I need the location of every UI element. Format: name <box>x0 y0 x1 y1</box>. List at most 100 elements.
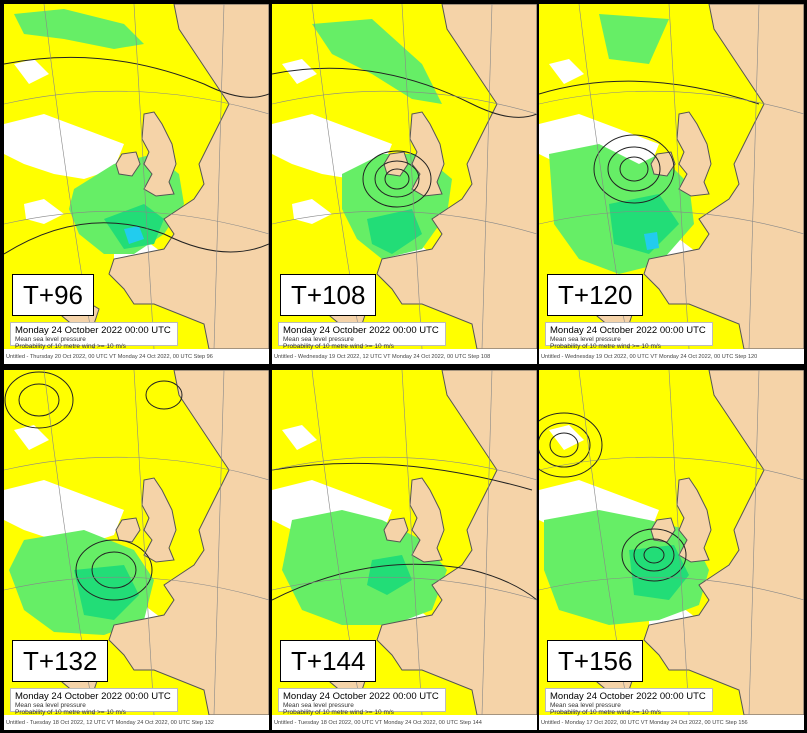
graticule-line <box>539 210 804 235</box>
graticule-line <box>272 210 537 235</box>
run-info-footer: Untitled - Wednesday 19 Oct 2022, 12 UTC… <box>274 354 491 360</box>
graticule-line <box>539 456 804 481</box>
run-info-footer: Untitled - Monday 17 Oct 2022, 00 UTC VT… <box>541 720 748 726</box>
wind-probability-area <box>282 510 447 625</box>
land-region <box>409 477 445 563</box>
forecast-panel-6[interactable]: T+156 Monday 24 October 2022 00:00 UTC M… <box>539 370 804 730</box>
land-region <box>676 111 712 197</box>
layer-mslp: Mean sea level pressure <box>15 336 86 343</box>
isobar-ring <box>633 538 675 572</box>
graticule-line <box>748 370 760 715</box>
graticule <box>272 4 537 349</box>
land-region <box>115 151 141 177</box>
forecast-panel-3[interactable]: T+120 Monday 24 October 2022 00:00 UTC M… <box>539 4 804 364</box>
layer-mslp: Mean sea level pressure <box>283 336 354 343</box>
isobar-ring <box>621 528 687 582</box>
isobar-line <box>272 67 537 118</box>
low-probability-area <box>549 59 584 84</box>
wind-probability-area <box>14 9 144 49</box>
valid-date: Monday 24 October 2022 00:00 UTC <box>283 325 439 336</box>
forecast-step-text: T+120 <box>558 280 633 310</box>
isobars <box>539 412 687 582</box>
isobar-ring <box>607 146 661 192</box>
isobars <box>539 80 760 204</box>
low-probability-area <box>4 114 124 179</box>
graticule-line <box>133 4 155 349</box>
land-region <box>383 517 409 543</box>
graticule-line <box>4 210 269 235</box>
isobar-ring <box>539 422 591 468</box>
forecast-panel-4[interactable]: T+132 Monday 24 October 2022 00:00 UTC M… <box>4 370 269 730</box>
graticule-line <box>481 4 493 349</box>
forecast-panel-1[interactable]: T+96 Monday 24 October 2022 00:00 UTC Me… <box>4 4 269 364</box>
wind-probability-areas <box>282 510 447 625</box>
graticule-line <box>272 576 537 601</box>
run-info-footer: Untitled - Tuesday 18 Oct 2022, 00 UTC V… <box>274 720 482 726</box>
wind-probability-area <box>599 14 669 64</box>
isobar-line <box>539 80 760 105</box>
graticule-line <box>539 90 804 115</box>
land-region <box>141 477 177 563</box>
graticule-line <box>272 90 537 115</box>
layer-wind-prob: Probability of 10 metre wind >= 10 m/s <box>283 343 394 350</box>
wind-probability-areas <box>549 14 694 274</box>
isobar-ring <box>539 412 603 478</box>
run-info-footer: Untitled - Thursday 20 Oct 2022, 00 UTC … <box>6 354 213 360</box>
wind-probability-areas <box>9 530 154 635</box>
isobar-ring <box>619 156 649 182</box>
isobars <box>272 67 537 208</box>
land-region <box>676 477 712 563</box>
isobar-ring <box>549 432 579 458</box>
valid-date: Monday 24 October 2022 00:00 UTC <box>550 691 706 702</box>
forecast-panel-2[interactable]: T+108 Monday 24 October 2022 00:00 UTC M… <box>272 4 537 364</box>
land-region <box>141 111 177 197</box>
isobar-ring <box>18 383 60 417</box>
isobars <box>272 462 537 601</box>
run-info-footer: Untitled - Wednesday 19 Oct 2022, 00 UTC… <box>541 354 758 360</box>
forecast-step-label: T+156 <box>547 640 644 682</box>
isobar-line <box>272 563 537 601</box>
isobar-ring <box>145 380 183 410</box>
isobar-ring <box>4 371 74 429</box>
forecast-map <box>4 4 269 349</box>
valid-date: Monday 24 October 2022 00:00 UTC <box>15 691 171 702</box>
graticule-line <box>748 4 760 349</box>
low-probability-area <box>14 425 49 450</box>
forecast-step-label: T+120 <box>547 274 644 316</box>
low-probability-area <box>282 425 317 450</box>
valid-date: Monday 24 October 2022 00:00 UTC <box>283 691 439 702</box>
graticule-line <box>668 4 690 349</box>
graticule-line <box>401 370 423 715</box>
layer-wind-prob: Probability of 10 metre wind >= 10 m/s <box>283 709 394 716</box>
forecast-panel-5[interactable]: T+144 Monday 24 October 2022 00:00 UTC M… <box>272 370 537 730</box>
graticule-line <box>539 576 804 601</box>
isobar-ring <box>384 168 410 190</box>
forecast-step-text: T+132 <box>23 646 98 676</box>
low-probability-area <box>4 480 124 545</box>
isobar-ring <box>362 150 432 208</box>
forecast-step-label: T+144 <box>280 640 377 682</box>
land-region <box>409 111 445 197</box>
layer-mslp: Mean sea level pressure <box>550 702 621 709</box>
forecast-step-label: T+96 <box>12 274 94 316</box>
graticule-line <box>4 90 269 115</box>
isobars <box>4 56 269 255</box>
graticule-line <box>272 456 537 481</box>
map-legend-box: Monday 24 October 2022 00:00 UTC Mean se… <box>545 322 713 350</box>
forecast-step-label: T+108 <box>280 274 377 316</box>
wind-probability-area <box>609 194 679 254</box>
valid-date: Monday 24 October 2022 00:00 UTC <box>550 325 706 336</box>
layer-mslp: Mean sea level pressure <box>15 702 86 709</box>
isobars <box>4 371 183 601</box>
wind-probability-area <box>124 226 144 244</box>
isobar-line <box>272 462 533 491</box>
forecast-step-label: T+132 <box>12 640 109 682</box>
forecast-step-text: T+96 <box>23 280 83 310</box>
low-probability-area <box>282 59 317 84</box>
map-legend-box: Monday 24 October 2022 00:00 UTC Mean se… <box>10 688 178 716</box>
layer-mslp: Mean sea level pressure <box>283 702 354 709</box>
isobar-ring <box>91 551 137 589</box>
wind-probability-area <box>367 209 422 254</box>
map-legend-box: Monday 24 October 2022 00:00 UTC Mean se… <box>545 688 713 716</box>
wind-probability-area <box>644 232 659 250</box>
